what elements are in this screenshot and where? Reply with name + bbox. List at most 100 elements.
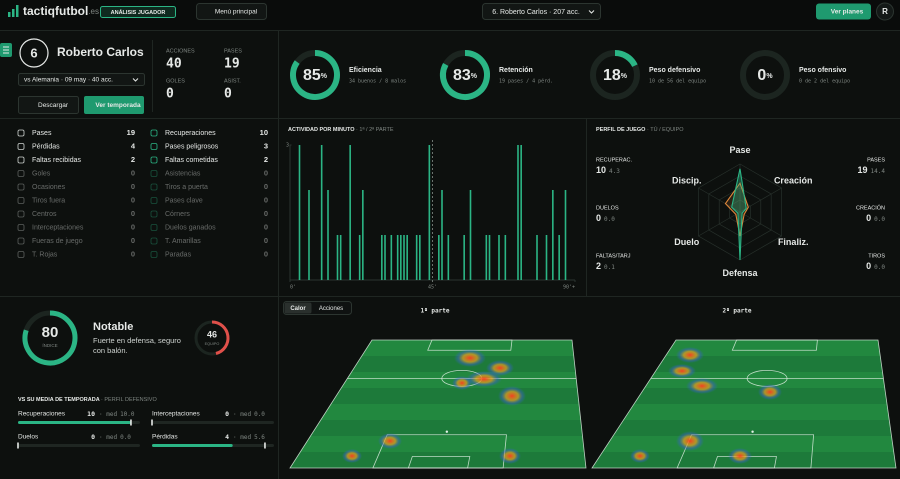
radar-player: [731, 168, 747, 261]
stat-label: Pérdidas: [32, 143, 60, 150]
season-median: [151, 419, 153, 426]
download-label[interactable]: Descargar: [38, 102, 69, 109]
stat-value: 0: [131, 236, 135, 245]
radar-stat-team: 0.0: [874, 264, 885, 271]
stat-value: 0: [264, 249, 268, 258]
stat-label: Fueras de juego: [32, 238, 83, 245]
radar-stat-label: FALTAS/TARJ: [596, 253, 631, 259]
bar: [358, 235, 361, 280]
radar-subtitle: · TÚ / EQUIPO: [647, 126, 684, 133]
radar-title: PERFIL DE JUEGO · TÚ / EQUIPO: [596, 126, 684, 133]
radar-stat-label: TIROS: [868, 253, 885, 259]
season-label: Pérdidas: [152, 434, 178, 441]
selector-label[interactable]: 6. Roberto Carlos · 207 acc.: [492, 9, 580, 16]
pitch-spot: [751, 430, 754, 433]
stat-label: PASES: [224, 48, 242, 54]
med-prefix: · med: [233, 411, 251, 418]
plans-button[interactable]: [816, 3, 871, 20]
logo-bar: [12, 9, 15, 17]
season-title: VS SU MEDIA DE TEMPORADA · PERFIL DEFENS…: [18, 397, 157, 403]
radar-stat-value: 0: [596, 213, 601, 223]
avatar-letter[interactable]: R: [882, 7, 888, 16]
tab-actions[interactable]: Acciones: [319, 306, 343, 312]
radar-stat-team: 14.4: [871, 168, 886, 175]
bar: [384, 235, 386, 280]
radar-stat-team: 0.1: [604, 264, 615, 271]
menu-button[interactable]: [196, 3, 267, 20]
stat-label: Pases clave: [165, 197, 203, 204]
pitch-stripe: [300, 436, 585, 452]
season-bar: [18, 421, 131, 424]
bar: [463, 235, 465, 280]
bar: [504, 235, 507, 280]
pitch-stripe: [310, 420, 583, 436]
avatar[interactable]: [876, 2, 894, 21]
stat-value: 0: [131, 249, 135, 258]
stat-icon: [17, 170, 25, 177]
pitch-stripe: [602, 436, 894, 452]
stat-label: ASIST.: [224, 78, 241, 84]
bar: [419, 235, 421, 280]
team-index: 46: [207, 329, 217, 339]
player-selector[interactable]: [482, 3, 601, 20]
download-button[interactable]: [18, 96, 79, 114]
bar: [336, 235, 339, 280]
radar-stat: 0 0.0: [866, 261, 885, 271]
bar: [438, 235, 440, 280]
tab-active[interactable]: [284, 302, 312, 314]
heat-blob: [454, 349, 486, 367]
ring-title: Retención: [499, 67, 533, 74]
stat-value: 0: [131, 222, 135, 231]
plans-label[interactable]: Ver planes: [831, 9, 864, 16]
ring-title: Eficiencia: [349, 67, 382, 74]
bar: [381, 235, 383, 280]
med-prefix: · med: [99, 411, 117, 418]
stat-icon: [150, 237, 158, 245]
radar-axis-label: Defensa: [722, 268, 758, 278]
match-selector[interactable]: [18, 73, 145, 86]
stat-label: Asistencias: [165, 170, 201, 177]
stat-value: 0: [264, 236, 268, 245]
med-prefix: · med: [99, 434, 117, 441]
bar: [520, 145, 522, 280]
pitch-box: [676, 434, 815, 469]
ring-arc: [614, 50, 638, 68]
radar-spoke: [739, 211, 782, 237]
season-button[interactable]: [84, 96, 144, 114]
player-number: 6: [30, 45, 37, 60]
pitch-stripe: [665, 340, 881, 356]
ring-unit: %: [471, 73, 478, 80]
pitch-spot: [445, 430, 449, 433]
y-tick-label: 3: [286, 143, 289, 149]
stat-label: ACCIONES: [166, 48, 195, 54]
stat-value: 0: [264, 182, 268, 191]
tab-heat[interactable]: Calor: [290, 306, 306, 312]
heat-blob: [728, 448, 752, 464]
radar-stat-value: 0: [866, 213, 871, 223]
match-label[interactable]: vs Alemania · 09 may · 40 acc.: [24, 77, 113, 84]
stat-label: Faltas recibidas: [32, 157, 82, 164]
stat-label: T. Amarillas: [165, 238, 201, 245]
x-tick-label: 0': [290, 285, 296, 291]
season-label[interactable]: Ver temporada: [95, 102, 141, 109]
radar-stat: 0 0.0: [596, 213, 615, 223]
stat-value: 0: [131, 168, 135, 177]
bar: [517, 145, 519, 280]
med-value: 0.0: [120, 434, 131, 441]
season-value: 10: [87, 410, 95, 418]
index-label: ÍNDICE: [42, 342, 57, 348]
stat-icon: [17, 183, 25, 191]
radar-stat-label: CREACIÓN: [856, 204, 885, 211]
pitch: [289, 339, 587, 469]
half-title: 1ª parte: [421, 308, 450, 315]
menu-label[interactable]: Menú principal: [215, 9, 258, 16]
pitch: [591, 339, 897, 469]
radar-stat-value: 10: [596, 165, 606, 175]
radar-axis-label: Pase: [729, 145, 750, 155]
player-name: Roberto Carlos: [57, 45, 144, 59]
bar: [320, 145, 323, 280]
bar: [447, 235, 450, 280]
stat-icon: [150, 197, 158, 204]
stat-value: 3: [264, 141, 268, 150]
stat-value: 0: [264, 168, 268, 177]
